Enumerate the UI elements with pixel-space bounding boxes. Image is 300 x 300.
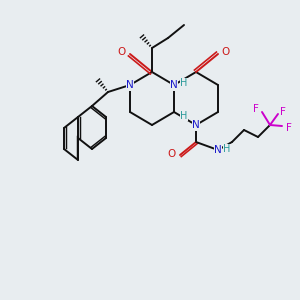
Text: O: O (118, 47, 126, 57)
Text: N: N (170, 80, 178, 90)
Text: F: F (253, 104, 259, 114)
Text: O: O (222, 47, 230, 57)
Text: F: F (286, 123, 292, 133)
Text: H: H (180, 78, 188, 88)
Text: N: N (192, 120, 200, 130)
Text: H: H (223, 144, 231, 154)
Text: F: F (280, 107, 286, 117)
Text: H: H (180, 111, 188, 121)
Text: N: N (214, 145, 222, 155)
Text: O: O (168, 149, 176, 159)
Text: N: N (126, 80, 134, 90)
